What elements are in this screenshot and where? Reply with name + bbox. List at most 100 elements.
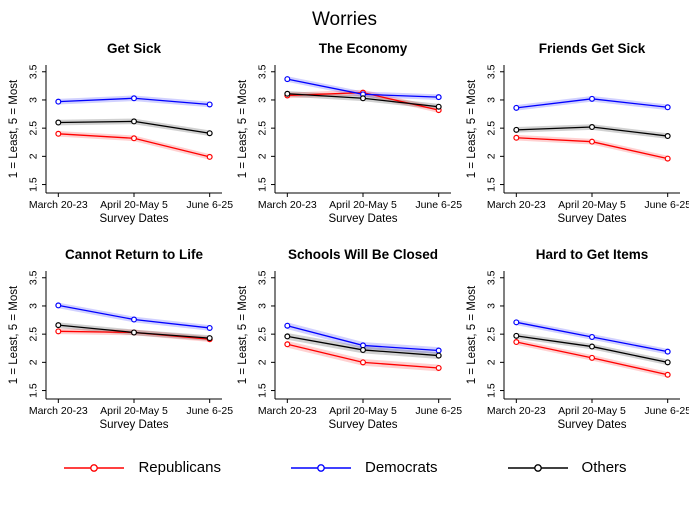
data-point-marker	[55, 322, 62, 329]
data-point-marker	[513, 332, 520, 339]
y-tick-label: 3	[28, 303, 40, 309]
x-tick-label: March 20-23	[487, 405, 546, 417]
x-axis-label: Survey Dates	[557, 213, 626, 225]
data-point-marker	[131, 316, 138, 323]
y-tick-label: 2.5	[28, 327, 40, 342]
y-tick-label: 3.5	[28, 64, 40, 79]
confidence-band	[287, 340, 439, 372]
data-point-marker	[284, 333, 291, 340]
data-point-marker	[55, 130, 62, 137]
chart-canvas: 1.5 2 2.5 3 3.5 March 20-23 April 20-May 5 June…	[466, 270, 689, 431]
data-point-marker	[55, 119, 62, 126]
chart-panel-hard-to-get-items: Hard to Get Items 1.5 2 2.5 3 3.5 March 20-23…	[458, 245, 689, 437]
data-point-marker	[284, 90, 291, 97]
x-tick-label: April 20-May 5	[100, 405, 168, 417]
chart-panel-schools-will-be-closed: Schools Will Be Closed 1.5 2 2.5 3 3.5 March …	[229, 245, 462, 437]
y-tick-label: 2	[486, 153, 498, 159]
x-tick-label: June 6-25	[415, 199, 462, 211]
chart-panel-the-economy: The Economy 1.5 2 2.5 3 3.5 March 20-23 April …	[229, 39, 462, 231]
y-tick-label: 3.5	[257, 270, 269, 285]
y-tick-label: 3	[486, 303, 498, 309]
data-point-marker	[664, 133, 671, 140]
confidence-band	[58, 95, 210, 108]
chart-panel-get-sick: Get Sick 1.5 2 2.5 3 3.5 March 20-23 April 20-…	[0, 39, 233, 231]
data-point-marker	[131, 118, 138, 125]
y-axis-label: 1 = Least, 5 = Most	[237, 79, 249, 178]
legend-label: Democrats	[365, 459, 438, 476]
data-point-marker	[360, 359, 367, 366]
y-tick-label: 3	[486, 97, 498, 103]
figure-title: Worries	[311, 9, 378, 30]
confidence-band	[516, 134, 668, 162]
y-tick-label: 3	[28, 97, 40, 103]
data-point-marker	[589, 95, 596, 102]
data-point-marker	[589, 354, 596, 361]
y-tick-label: 2	[28, 153, 40, 159]
data-point-marker	[513, 104, 520, 111]
x-tick-label: April 20-May 5	[558, 199, 626, 211]
data-point-marker	[589, 343, 596, 350]
legend-item-others: Others	[506, 459, 627, 476]
x-tick-label: March 20-23	[29, 199, 88, 211]
confidence-band	[287, 76, 439, 100]
y-tick-label: 3.5	[257, 64, 269, 79]
chart-title: Friends Get Sick	[538, 41, 646, 56]
data-point-marker	[513, 319, 520, 326]
legend-label: Republicans	[138, 459, 221, 476]
legend-item-democrats: Democrats	[289, 459, 438, 476]
data-point-marker	[206, 324, 213, 331]
chart-canvas: 1.5 2 2.5 3 3.5 March 20-23 April 20-May 5 June…	[466, 64, 689, 225]
data-point-marker	[435, 94, 442, 101]
x-axis-label: Survey Dates	[328, 419, 397, 431]
x-tick-label: March 20-23	[258, 405, 317, 417]
data-point-marker	[206, 153, 213, 160]
data-point-marker	[131, 95, 138, 102]
data-point-marker	[131, 329, 138, 336]
data-point-marker	[55, 302, 62, 309]
y-axis-label: 1 = Least, 5 = Most	[466, 79, 478, 178]
confidence-band	[58, 130, 210, 160]
data-point-marker	[435, 347, 442, 354]
chart-title: Schools Will Be Closed	[288, 247, 438, 262]
legend-label: Others	[581, 459, 627, 476]
y-tick-label: 2	[486, 359, 498, 365]
data-point-marker	[206, 101, 213, 108]
y-axis-label: 1 = Least, 5 = Most	[8, 285, 20, 384]
data-point-marker	[589, 124, 596, 131]
data-point-marker	[664, 348, 671, 355]
data-point-marker	[664, 155, 671, 162]
x-tick-label: June 6-25	[415, 405, 462, 417]
chart-title: Cannot Return to Life	[65, 247, 203, 262]
data-point-marker	[664, 359, 671, 366]
data-point-marker	[55, 98, 62, 105]
chart-title: Get Sick	[106, 41, 162, 56]
data-point-marker	[664, 104, 671, 111]
data-point-marker	[360, 95, 367, 102]
y-tick-label: 2.5	[486, 327, 498, 342]
x-tick-label: March 20-23	[29, 405, 88, 417]
chart-canvas: 1.5 2 2.5 3 3.5 March 20-23 April 20-May 5 June…	[8, 64, 233, 225]
y-tick-label: 1.5	[28, 177, 40, 192]
data-point-marker	[589, 138, 596, 145]
y-tick-label: 1.5	[257, 177, 269, 192]
confidence-band	[58, 118, 210, 137]
y-tick-label: 2	[28, 359, 40, 365]
chart-title: The Economy	[318, 41, 408, 56]
legend-line-icon	[64, 463, 125, 472]
data-point-marker	[284, 341, 291, 348]
y-tick-label: 2	[257, 359, 269, 365]
data-point-marker	[206, 335, 213, 342]
chart-canvas: 1.5 2 2.5 3 3.5 March 20-23 April 20-May 5 June…	[237, 64, 462, 225]
y-tick-label: 1.5	[486, 177, 498, 192]
x-tick-label: April 20-May 5	[329, 199, 397, 211]
data-point-marker	[206, 130, 213, 137]
y-tick-label: 2.5	[257, 121, 269, 136]
data-point-marker	[513, 126, 520, 133]
confidence-band	[287, 322, 439, 354]
y-tick-label: 3.5	[486, 270, 498, 285]
y-axis-label: 1 = Least, 5 = Most	[466, 285, 478, 384]
x-tick-label: April 20-May 5	[100, 199, 168, 211]
data-point-marker	[589, 333, 596, 340]
y-tick-label: 3	[257, 97, 269, 103]
x-tick-label: April 20-May 5	[329, 405, 397, 417]
